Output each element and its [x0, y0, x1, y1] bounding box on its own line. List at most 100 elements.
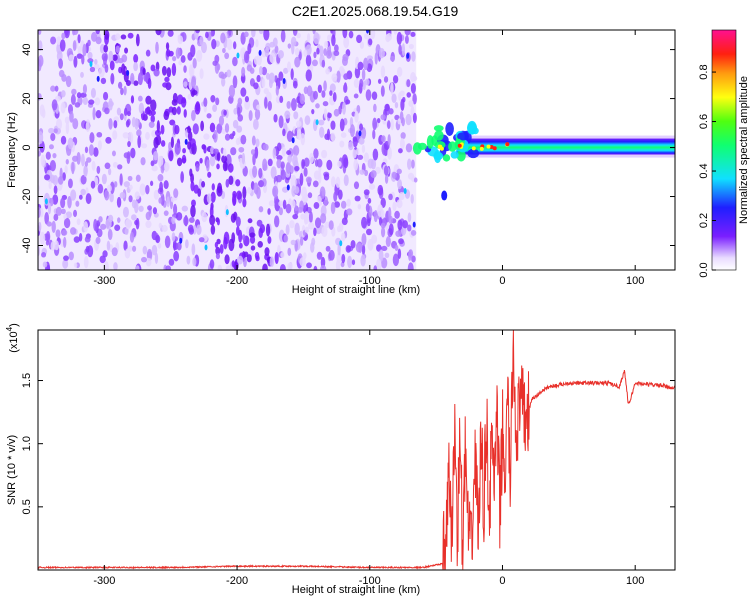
noise-speck: [282, 199, 287, 210]
noise-speck: [283, 234, 289, 243]
noise-speck: [274, 215, 280, 228]
noise-speck: [232, 119, 239, 129]
noise-speck: [138, 102, 145, 114]
noise-speck: [256, 219, 263, 227]
noise-speck: [289, 220, 295, 229]
noise-speck: [209, 154, 216, 167]
noise-speck: [353, 181, 360, 190]
noise-speck: [64, 116, 70, 124]
x-tick-label: -300: [93, 575, 115, 587]
signal-band: [456, 138, 675, 155]
noise-speck: [228, 84, 236, 98]
noise-speck: [110, 73, 115, 85]
noise-speck: [135, 33, 140, 47]
noise-speck: [65, 158, 69, 165]
noise-speck: [235, 179, 241, 187]
noise-speck: [233, 41, 237, 50]
noise-speck: [44, 212, 49, 225]
noise-speck: [397, 118, 402, 125]
snr-y-ticks: 0.5 1.0 1.5: [21, 373, 675, 514]
noise-speck: [160, 140, 166, 147]
noise-speck: [308, 211, 313, 224]
noise-speck: [277, 50, 284, 59]
noise-speck: [243, 251, 249, 258]
noise-speck: [215, 246, 221, 256]
noise-speck: [321, 90, 326, 98]
noise-speck: [166, 49, 171, 57]
noise-speck: [164, 235, 171, 249]
noise-speck: [326, 50, 333, 59]
noise-speck: [216, 151, 221, 162]
noise-speck: [77, 34, 81, 44]
noise-speck: [203, 97, 208, 107]
noise-speck: [315, 226, 322, 235]
noise-speck: [322, 101, 329, 107]
noise-speck: [313, 32, 320, 45]
noise-speck: [228, 30, 232, 36]
noise-speck: [179, 237, 183, 244]
noise-speck: [123, 107, 128, 116]
noise-speck: [130, 95, 135, 104]
noise-speck: [305, 176, 312, 184]
noise-speck: [361, 68, 366, 81]
noise-speck: [290, 175, 297, 189]
snr-y-label: SNR (10 * v/v): [6, 435, 18, 505]
noise-speck: [108, 168, 112, 176]
noise-speck: [177, 35, 184, 45]
noise-speck: [168, 150, 174, 162]
noise-speck: [294, 56, 301, 68]
noise-speck: [343, 73, 349, 81]
signal-onset-blob: [441, 190, 448, 201]
noise-speck: [294, 205, 298, 211]
noise-speck: [363, 57, 369, 71]
signal-peak-dot: [492, 146, 497, 151]
noise-speck: [359, 78, 364, 89]
noise-speck: [293, 145, 300, 156]
noise-speck: [200, 120, 205, 132]
noise-speck: [300, 213, 306, 220]
noise-speck: [241, 66, 246, 77]
noise-speck: [267, 236, 272, 244]
noise-speck: [278, 200, 284, 207]
noise-speck: [390, 81, 394, 95]
signal-peak-dot: [471, 146, 476, 151]
noise-speck: [114, 181, 118, 188]
noise-speck: [119, 113, 124, 121]
noise-speck: [303, 157, 310, 167]
noise-speck: [196, 49, 203, 62]
noise-speck: [97, 140, 102, 151]
noise-speck: [273, 113, 278, 123]
noise-speck: [225, 265, 233, 270]
noise-speck: [183, 216, 189, 226]
noise-speck: [306, 33, 311, 43]
noise-speck: [65, 75, 72, 88]
noise-speck: [236, 52, 240, 59]
noise-speck: [321, 59, 326, 68]
noise-speck: [216, 123, 223, 134]
noise-speck: [222, 161, 228, 172]
noise-speck: [176, 106, 181, 115]
noise-speck: [71, 161, 75, 175]
noise-speck: [301, 158, 305, 170]
noise-speck: [256, 104, 261, 110]
noise-speck: [129, 184, 133, 190]
noise-speck: [241, 152, 246, 165]
noise-speck: [304, 226, 310, 233]
noise-speck: [358, 137, 365, 145]
noise-speck: [236, 255, 244, 265]
noise-speck: [131, 214, 137, 221]
noise-speck: [256, 186, 261, 199]
noise-speck: [111, 247, 118, 257]
noise-speck: [341, 253, 346, 264]
noise-speck: [163, 180, 169, 190]
noise-speck: [301, 186, 308, 199]
noise-speck: [64, 165, 68, 175]
noise-speck: [372, 148, 379, 161]
noise-speck: [373, 103, 377, 113]
noise-speck: [211, 183, 215, 191]
noise-speck: [80, 71, 84, 78]
noise-speck: [224, 133, 231, 141]
noise-speck: [255, 39, 259, 48]
noise-speck: [269, 52, 276, 64]
noise-speck: [53, 185, 58, 195]
